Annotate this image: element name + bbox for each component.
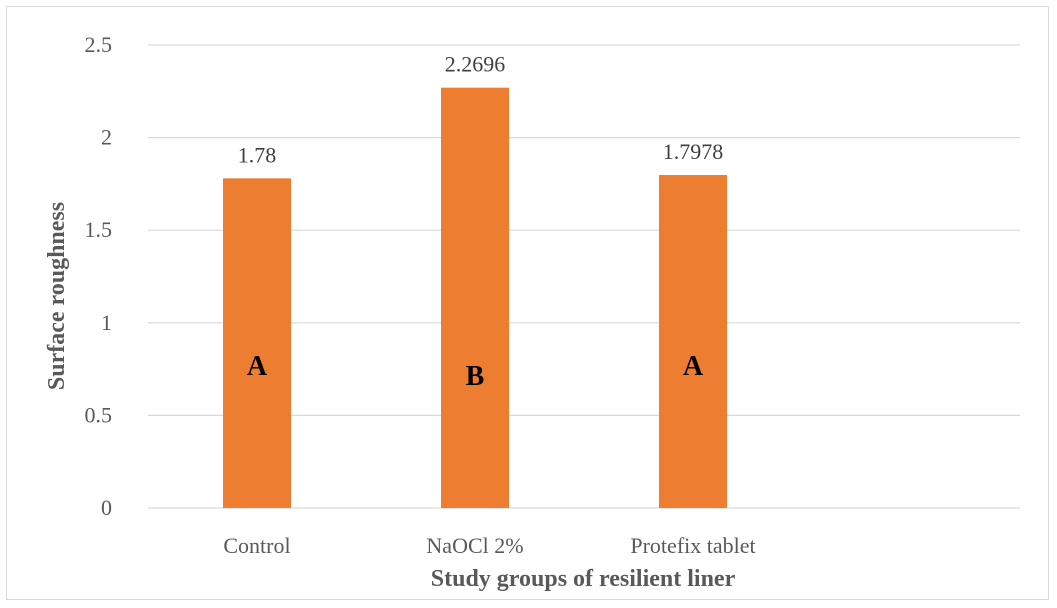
y-tick-label: 1 [101, 310, 112, 335]
x-tick-label: NaOCl 2% [426, 533, 523, 558]
x-tick-label: Protefix tablet [630, 533, 755, 558]
group-letter: B [466, 361, 485, 392]
data-label: 1.7978 [663, 139, 724, 164]
data-label: 2.2696 [445, 52, 506, 77]
bar [659, 175, 727, 509]
gridlines [148, 44, 1020, 509]
y-tick-label: 2 [101, 125, 112, 150]
x-tick-labels: Control NaOCl 2% Protefix tablet [223, 533, 755, 558]
bar [441, 87, 509, 509]
chart-frame [6, 6, 1049, 600]
x-tick-label: Control [223, 533, 290, 558]
bars [223, 87, 727, 509]
data-labels: 1.78 2.2696 1.7978 [238, 52, 724, 168]
y-tick-label: 0 [101, 495, 112, 520]
x-axis-title: Study groups of resilient liner [431, 566, 736, 592]
y-tick-labels: 0 0.5 1 1.5 2 2.5 [85, 32, 113, 520]
group-letter: A [247, 351, 268, 382]
bar [223, 178, 291, 508]
y-tick-label: 1.5 [85, 217, 113, 242]
y-axis-title: Surface roughness [44, 202, 70, 390]
y-tick-label: 2.5 [85, 32, 113, 57]
group-letter: A [683, 351, 704, 382]
y-tick-label: 0.5 [85, 402, 113, 427]
data-label: 1.78 [238, 142, 277, 167]
